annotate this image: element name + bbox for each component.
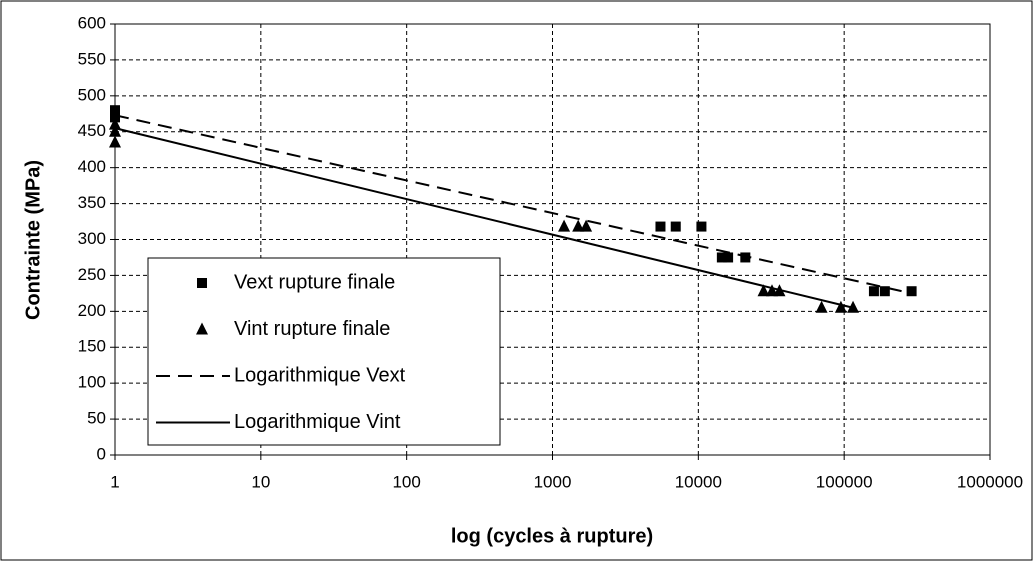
y-tick-label: 550	[78, 49, 106, 68]
y-axis-title: Contrainte (MPa)	[22, 160, 44, 320]
legend-label: Logarithmique Vext	[234, 364, 406, 386]
x-tick-label: 10000	[675, 472, 722, 491]
triangle-marker	[580, 219, 593, 232]
y-tick-label: 0	[97, 444, 106, 463]
trend-line	[114, 127, 854, 309]
square-marker	[716, 252, 727, 263]
square-marker	[197, 278, 207, 288]
y-tick-label: 450	[78, 121, 106, 140]
x-tick-label: 100000	[816, 472, 873, 491]
x-tick-label: 100	[392, 472, 420, 491]
x-tick-label: 1000	[534, 472, 572, 491]
triangle-marker	[109, 117, 121, 130]
y-tick-label: 300	[78, 229, 106, 248]
triangle-marker	[558, 219, 571, 232]
triangle-marker	[757, 284, 770, 297]
triangle-marker	[834, 300, 847, 313]
y-tick-label: 100	[78, 373, 106, 392]
triangle-marker	[572, 219, 585, 232]
legend: Vext rupture finale Vint rupture finale Lo…	[147, 257, 501, 446]
plot-frame	[114, 23, 991, 456]
triangle-marker	[109, 135, 121, 148]
y-tick-label: 350	[78, 193, 106, 212]
y-tick-label: 250	[78, 265, 106, 284]
legend-label: Vext rupture finale	[234, 271, 395, 293]
square-marker	[723, 252, 734, 263]
triangle-marker	[109, 124, 121, 137]
x-tick-label: 1000000	[957, 472, 1023, 491]
square-marker	[670, 221, 681, 232]
legend-box	[147, 257, 501, 446]
square-marker	[879, 286, 890, 297]
square-marker	[110, 105, 120, 116]
x-tick-label: 10	[251, 472, 270, 491]
y-tick-label: 200	[78, 301, 106, 320]
trend-line	[114, 114, 912, 295]
y-tick-label: 600	[78, 13, 106, 32]
square-marker	[740, 252, 751, 263]
square-marker	[110, 112, 120, 123]
x-axis-title: log (cycles à rupture)	[451, 525, 653, 547]
square-marker	[696, 221, 707, 232]
square-marker	[655, 221, 666, 232]
y-tick-label: 150	[78, 337, 106, 356]
legend-label: Vint rupture finale	[234, 318, 390, 340]
triangle-marker	[196, 322, 208, 335]
square-marker	[868, 286, 879, 297]
square-marker	[906, 286, 917, 297]
y-tick-label: 50	[87, 409, 106, 428]
x-tick-label: 1	[110, 472, 119, 491]
triangle-marker	[815, 300, 828, 313]
y-tick-label: 400	[78, 157, 106, 176]
y-tick-label: 500	[78, 85, 106, 104]
legend-label: Logarithmique Vint	[234, 411, 401, 433]
